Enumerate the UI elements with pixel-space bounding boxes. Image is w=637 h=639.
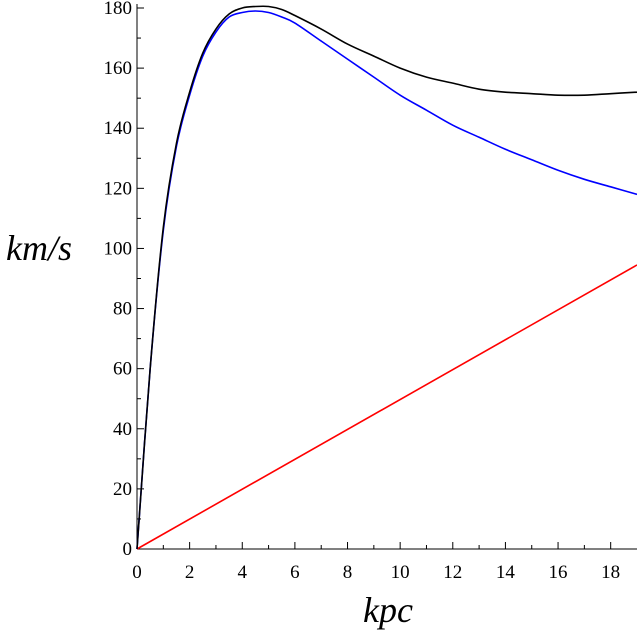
x-tick-label: 10 (391, 562, 410, 583)
x-tick-label: 14 (496, 562, 516, 583)
series-line-red (136, 264, 637, 550)
x-axis-title: kpc (363, 590, 413, 630)
x-tick-label: 16 (549, 562, 568, 583)
series-layer (136, 5, 637, 550)
x-tick-label: 12 (443, 562, 462, 583)
y-tick-label: 80 (113, 299, 132, 320)
y-tick-label: 20 (113, 479, 132, 500)
x-tick-label: 6 (290, 562, 300, 583)
x-tick-label: 0 (132, 562, 142, 583)
y-tick-label: 60 (113, 359, 132, 380)
series-line-black (136, 5, 637, 550)
axes (136, 4, 637, 550)
y-tick-label: 140 (104, 118, 133, 139)
y-tick-label: 0 (123, 539, 133, 560)
x-tick-label: 4 (238, 562, 248, 583)
x-axis-ticks: 0 2 4 6 8 10 12 14 16 18 (132, 542, 620, 583)
y-tick-label: 100 (104, 238, 133, 259)
x-tick-label: 2 (185, 562, 195, 583)
x-tick-label: 8 (343, 562, 353, 583)
y-tick-label: 180 (104, 0, 133, 19)
y-axis-title: km/s (6, 228, 72, 268)
y-tick-label: 160 (104, 58, 133, 79)
y-tick-label: 40 (113, 419, 132, 440)
series-line-blue (136, 10, 637, 550)
y-tick-label: 120 (104, 178, 133, 199)
y-axis-ticks: 0 20 40 60 80 100 120 140 160 180 (104, 0, 144, 560)
x-tick-label: 18 (601, 562, 620, 583)
